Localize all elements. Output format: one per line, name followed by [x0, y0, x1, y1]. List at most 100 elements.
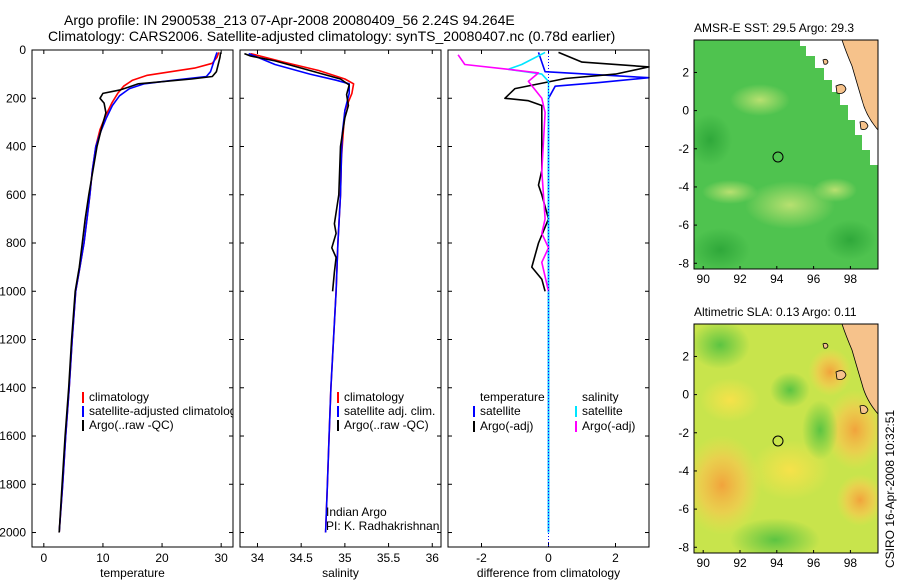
- temperature-ytick-label: 1600: [0, 429, 26, 443]
- sla-high-patch: [808, 348, 852, 396]
- salinity-xtick-label: 35.5: [377, 551, 401, 565]
- sla-argo-marker: [772, 435, 784, 447]
- sla_map-ytick-label: 2: [682, 349, 689, 363]
- sla_map-ytick-label: -4: [678, 464, 689, 478]
- sla-island: [822, 342, 829, 349]
- figure-title-line1: Argo profile: IN 2900538_213 07-Apr-2008…: [64, 12, 515, 28]
- difference-xlabel: difference from climatology: [477, 566, 620, 580]
- sst_map-ytick-label: 0: [682, 104, 689, 118]
- difference-legend-title-temperature: temperature: [480, 390, 545, 404]
- side-stamp: CSIRO 16-Apr-2008 10:32:51: [883, 410, 897, 568]
- sla-island: [859, 405, 869, 414]
- sla-low-patch: [770, 372, 810, 408]
- salinity-xtick-label: 36: [426, 551, 440, 565]
- salinity-axes-frame: [239, 49, 442, 548]
- sla_map-xtick-label: 90: [697, 556, 711, 570]
- temperature-series-argo-raw-qc: [58, 52, 222, 533]
- temperature-legend-label: Argo(..raw -QC): [89, 418, 174, 432]
- temperature-panel: 0 10 20 30 temperature 0 200 400 600 800 1000 1200 1…: [0, 43, 242, 580]
- sst-cool-patch: [824, 220, 876, 260]
- difference-series-temperature-argo-adj: [504, 51, 650, 292]
- sst-warm-patch: [745, 181, 835, 229]
- difference-legend-label: satellite: [582, 404, 623, 418]
- sst_map-xtick-label: 98: [844, 272, 858, 286]
- sla_map-ytick-label: 0: [682, 388, 689, 402]
- temperature-legend-label: satellite-adjusted climatology: [89, 404, 242, 418]
- sla_map-ytick-label: -2: [678, 426, 689, 440]
- temperature-ytick-label: 1400: [0, 381, 26, 395]
- salinity-series-satellite-adj-clim: [248, 52, 350, 533]
- credit-line1: Indian Argo: [326, 505, 387, 519]
- sla_map-xtick-label: 98: [844, 556, 858, 570]
- temperature-legend-label: climatology: [89, 390, 149, 404]
- temperature-xtick-label: 10: [96, 551, 110, 565]
- sla-high-patch: [694, 435, 762, 535]
- salinity-xtick-label: 34.5: [289, 551, 313, 565]
- sst_map-frame: [693, 39, 879, 270]
- difference-legend-label: satellite: [480, 404, 521, 418]
- temperature-axes-frame: [31, 49, 234, 548]
- difference-legend-label: Argo(-adj): [480, 419, 533, 433]
- sla_map-xtick-label: 96: [807, 556, 821, 570]
- sst-warm-patch: [730, 84, 790, 116]
- temperature-ytick-label: 1800: [0, 477, 26, 491]
- sla-island: [835, 370, 847, 380]
- difference-legend-title-salinity: salinity: [582, 390, 619, 404]
- difference-xtick-label: 2: [612, 551, 619, 565]
- salinity-legend-label: satellite adj. clim.: [344, 404, 435, 418]
- sla_map-xtick-label: 94: [770, 556, 784, 570]
- salinity-series-climatology: [250, 52, 355, 533]
- temperature-ytick-label: 1200: [0, 333, 26, 347]
- sla-low-patch: [802, 400, 838, 460]
- temperature-series-climatology: [58, 52, 220, 533]
- difference-xtick-label: -2: [476, 551, 487, 565]
- difference-legend-label: Argo(-adj): [582, 419, 635, 433]
- sla_map-frame: [693, 323, 879, 554]
- sla-low-patch: [694, 324, 750, 369]
- temperature-xtick-label: 30: [214, 551, 228, 565]
- salinity-xtick-label: 35: [338, 551, 352, 565]
- temperature-xtick-label: 0: [40, 551, 47, 565]
- sst-map-panel: AMSR-E SST: 29.5 Argo: 29.3 90 92 94 96 98 2 0…: [678, 21, 879, 286]
- figure-title-line2: Climatology: CARS2006. Satellite-adjuste…: [48, 28, 615, 44]
- salinity-legend-label: Argo(..raw -QC): [344, 418, 429, 432]
- salinity-legend-label: climatology: [344, 390, 404, 404]
- difference-xtick-label: 0: [545, 551, 552, 565]
- temperature-ytick-label: 1000: [0, 284, 26, 298]
- sst-cool-patch: [694, 228, 750, 269]
- temperature-ytick-label: 200: [6, 91, 26, 105]
- sst_map-ytick-label: 2: [682, 65, 689, 79]
- sla-map-panel: Altimetric SLA: 0.13 Argo: 0.11 90 92 94 96…: [678, 305, 879, 570]
- sst_map-ytick-label: -4: [678, 180, 689, 194]
- sst-map-title: AMSR-E SST: 29.5 Argo: 29.3: [694, 21, 854, 35]
- sst_map-ytick-label: -8: [678, 256, 689, 270]
- sst-island: [859, 121, 869, 130]
- salinity-xlabel: salinity: [322, 566, 359, 580]
- sst-island: [835, 84, 847, 94]
- sst_map-xtick-label: 90: [697, 272, 711, 286]
- sla_map-xtick-label: 92: [733, 556, 747, 570]
- difference-series-temperature-satellite: [537, 52, 650, 533]
- sst_map-ytick-label: -6: [678, 218, 689, 232]
- sla-high-patch: [836, 474, 878, 526]
- sla-land: [841, 324, 878, 415]
- temperature-series-satellite-adjusted-climatology: [58, 52, 218, 533]
- sla-mid-patch: [750, 440, 830, 500]
- sla_map-ytick-label: -6: [678, 502, 689, 516]
- temperature-ytick-label: 0: [19, 43, 26, 57]
- salinity-panel: 34 34.5 35 35.5 36 salinity climatologysatelli…: [239, 49, 442, 580]
- salinity-series-argo-raw-qc: [244, 52, 350, 292]
- sst-warm-patch: [702, 180, 758, 204]
- sst_map-ytick-label: -2: [678, 142, 689, 156]
- sla_map-ytick-label: -8: [678, 540, 689, 554]
- sst_map-xtick-label: 94: [770, 272, 784, 286]
- sst-warm-patch: [813, 178, 857, 202]
- temperature-ytick-label: 2000: [0, 526, 26, 540]
- temperature-ytick-label: 400: [6, 140, 26, 154]
- temperature-xlabel: temperature: [100, 566, 165, 580]
- sla-mid-patch: [700, 378, 760, 422]
- sla-low-patch: [730, 518, 820, 553]
- sst_map-xtick-label: 96: [807, 272, 821, 286]
